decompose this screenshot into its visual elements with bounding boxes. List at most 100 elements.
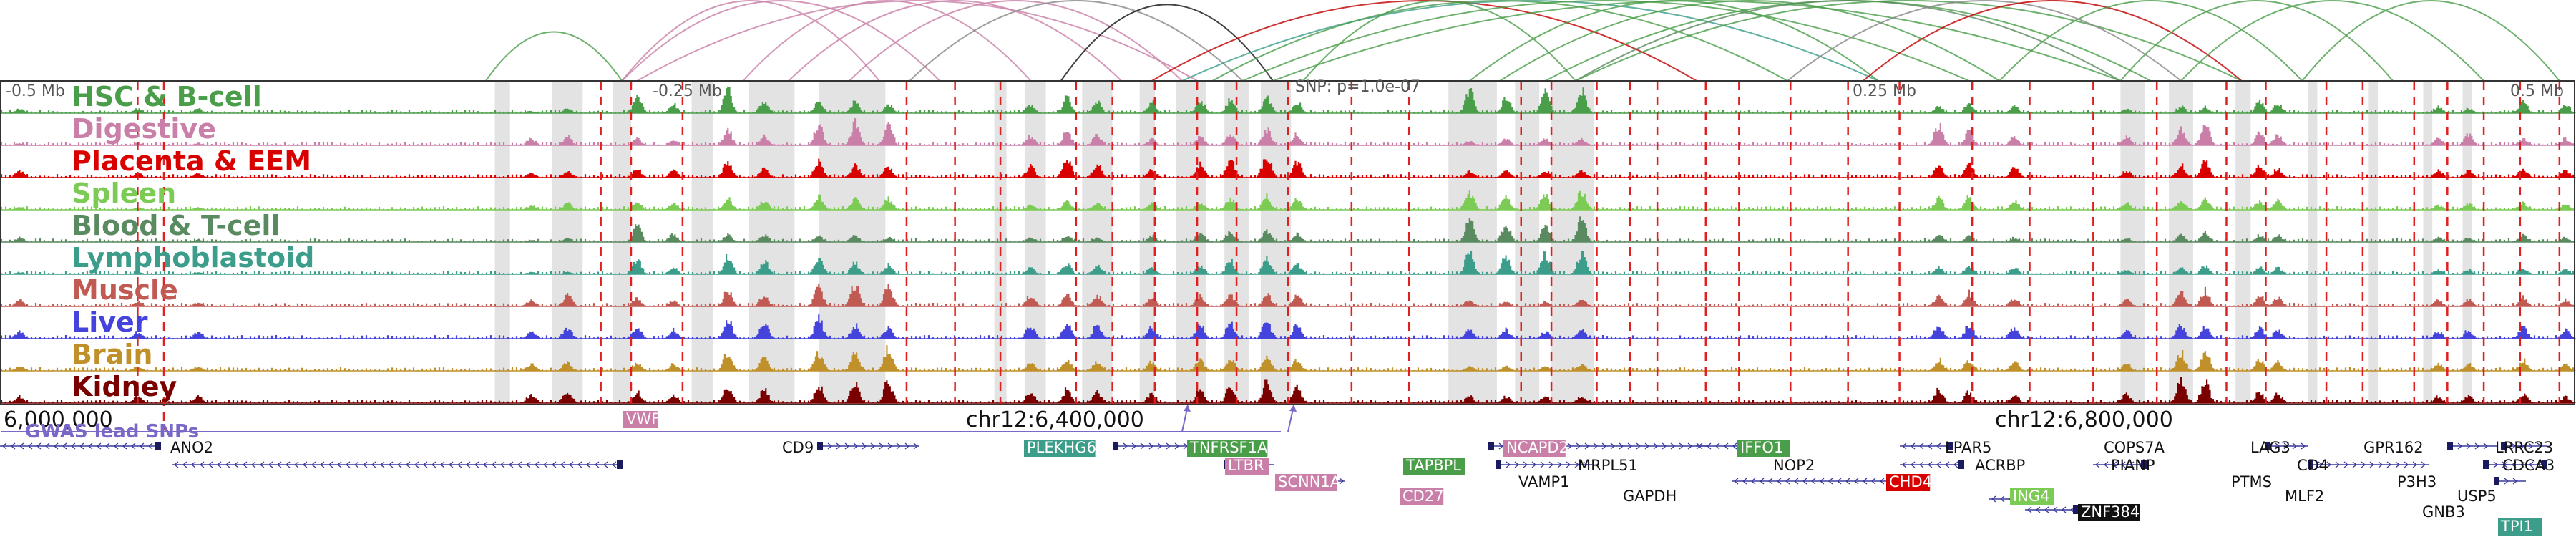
strand-arrow [1714, 442, 1720, 450]
scale-right: 0.5 Mb [2510, 82, 2564, 100]
strand-arrow [379, 461, 385, 468]
chromatin-loops [485, 0, 2560, 82]
gene-exon [2494, 477, 2499, 485]
gene-label: LAG3 [2250, 439, 2290, 456]
strand-arrow [1670, 442, 1676, 450]
strand-arrow [2537, 442, 2542, 450]
strand-arrow [853, 442, 859, 450]
gene-model [1496, 460, 1592, 469]
track-3 [0, 158, 2576, 178]
gene-label: CHD4 [1889, 473, 1932, 490]
strand-arrow [2537, 461, 2542, 468]
coordinate-tick-label: chr12:6,800,000 [1995, 407, 2173, 432]
strand-arrow [2061, 506, 2067, 513]
strand-arrow [534, 461, 540, 468]
strand-arrow [1732, 442, 1737, 450]
loop-arc [2301, 0, 2560, 82]
gene-exon [817, 442, 823, 450]
gene-label-box [623, 411, 658, 428]
strand-arrow [328, 461, 333, 468]
strand-arrow [2112, 461, 2117, 468]
gene-label-box [1024, 440, 1096, 457]
highlight-band [1551, 82, 1594, 404]
strand-arrow [2283, 442, 2289, 450]
gene-model [2447, 442, 2497, 450]
gene-model [2501, 460, 2547, 469]
strand-arrow [2094, 461, 2100, 468]
strand-arrow [2528, 461, 2534, 468]
track-5 [0, 216, 2575, 243]
loop-arc [1302, 0, 1576, 82]
strand-arrow [1339, 478, 1345, 485]
strand-arrow [594, 461, 600, 468]
strand-arrow [2502, 461, 2508, 468]
gene-model [2501, 442, 2547, 450]
strand-arrow [1759, 478, 1765, 485]
strand-arrow [190, 461, 196, 468]
highlight-band [494, 82, 510, 404]
strand-arrow [1870, 478, 1876, 485]
gene-exon [2542, 460, 2547, 469]
strand-arrow [122, 442, 127, 450]
strand-arrow [1566, 461, 1571, 468]
strand-arrow [147, 442, 153, 450]
strand-arrow [233, 461, 239, 468]
gene-label-box [1737, 440, 1790, 457]
strand-arrow [1619, 442, 1624, 450]
strand-arrow [904, 442, 910, 450]
strand-arrow [1662, 442, 1667, 450]
strand-arrow [113, 442, 119, 450]
gene-exon [2265, 442, 2270, 450]
highlight-band [1176, 82, 1206, 404]
strand-arrow [551, 461, 557, 468]
gene-exon [1113, 442, 1118, 450]
highlight-band [1448, 82, 1497, 404]
strand-arrow [1706, 442, 1712, 450]
strand-arrow [2275, 442, 2280, 450]
track-panel-frame [0, 80, 2575, 405]
strand-arrow [568, 461, 574, 468]
gene-exon [617, 460, 623, 469]
strand-arrow [199, 461, 205, 468]
strand-arrow [1557, 461, 1563, 468]
strand-arrow [1776, 478, 1782, 485]
loop-arc [1863, 0, 2243, 82]
strand-arrow [474, 461, 479, 468]
strand-arrow [1697, 442, 1703, 450]
gene-exon [2483, 460, 2489, 469]
gene-label: PLEKHG6 [1027, 439, 1096, 456]
strand-arrow [1523, 461, 1528, 468]
gene-label: VWF [626, 410, 660, 427]
strand-arrow [2386, 461, 2392, 468]
strand-arrow [2421, 461, 2426, 468]
gene-label: NCAPD2 [1506, 439, 1568, 456]
highlight-band [2368, 82, 2379, 404]
strand-arrow [1879, 478, 1885, 485]
gwas-track: GWAS lead SNPs [1, 405, 1297, 442]
gwas-snp-arrow [1289, 405, 1297, 412]
scale-left-mid: -0.25 Mb [653, 82, 722, 100]
strand-arrow [913, 442, 919, 450]
gene-label: COPS7A [2104, 439, 2165, 456]
strand-arrow [1901, 442, 1907, 450]
strand-arrow [1810, 478, 1816, 485]
strand-arrow [2292, 442, 2298, 450]
strand-arrow [388, 461, 394, 468]
strand-arrow [1567, 442, 1573, 450]
gene-model [0, 442, 161, 450]
gene-exon [2308, 460, 2313, 469]
strand-arrow [1991, 495, 1996, 503]
gene-label: GAPDH [1623, 488, 1677, 505]
highlight-band [691, 82, 713, 404]
gene-exon [1948, 442, 1953, 450]
gene-exon [2501, 442, 2507, 450]
track-label: Muscle [72, 274, 178, 306]
gene-label: MLF2 [2285, 488, 2324, 505]
gene-label: PIANP [2111, 457, 2155, 474]
strand-arrow [448, 461, 454, 468]
strand-arrow [1901, 461, 1907, 468]
coordinate-axis: 6,000,000 chr12:6,400,000 chr12:6,800,00… [4, 407, 2173, 432]
strand-arrow [1131, 442, 1137, 450]
strand-arrow [1583, 461, 1589, 468]
strand-arrow [2511, 461, 2517, 468]
